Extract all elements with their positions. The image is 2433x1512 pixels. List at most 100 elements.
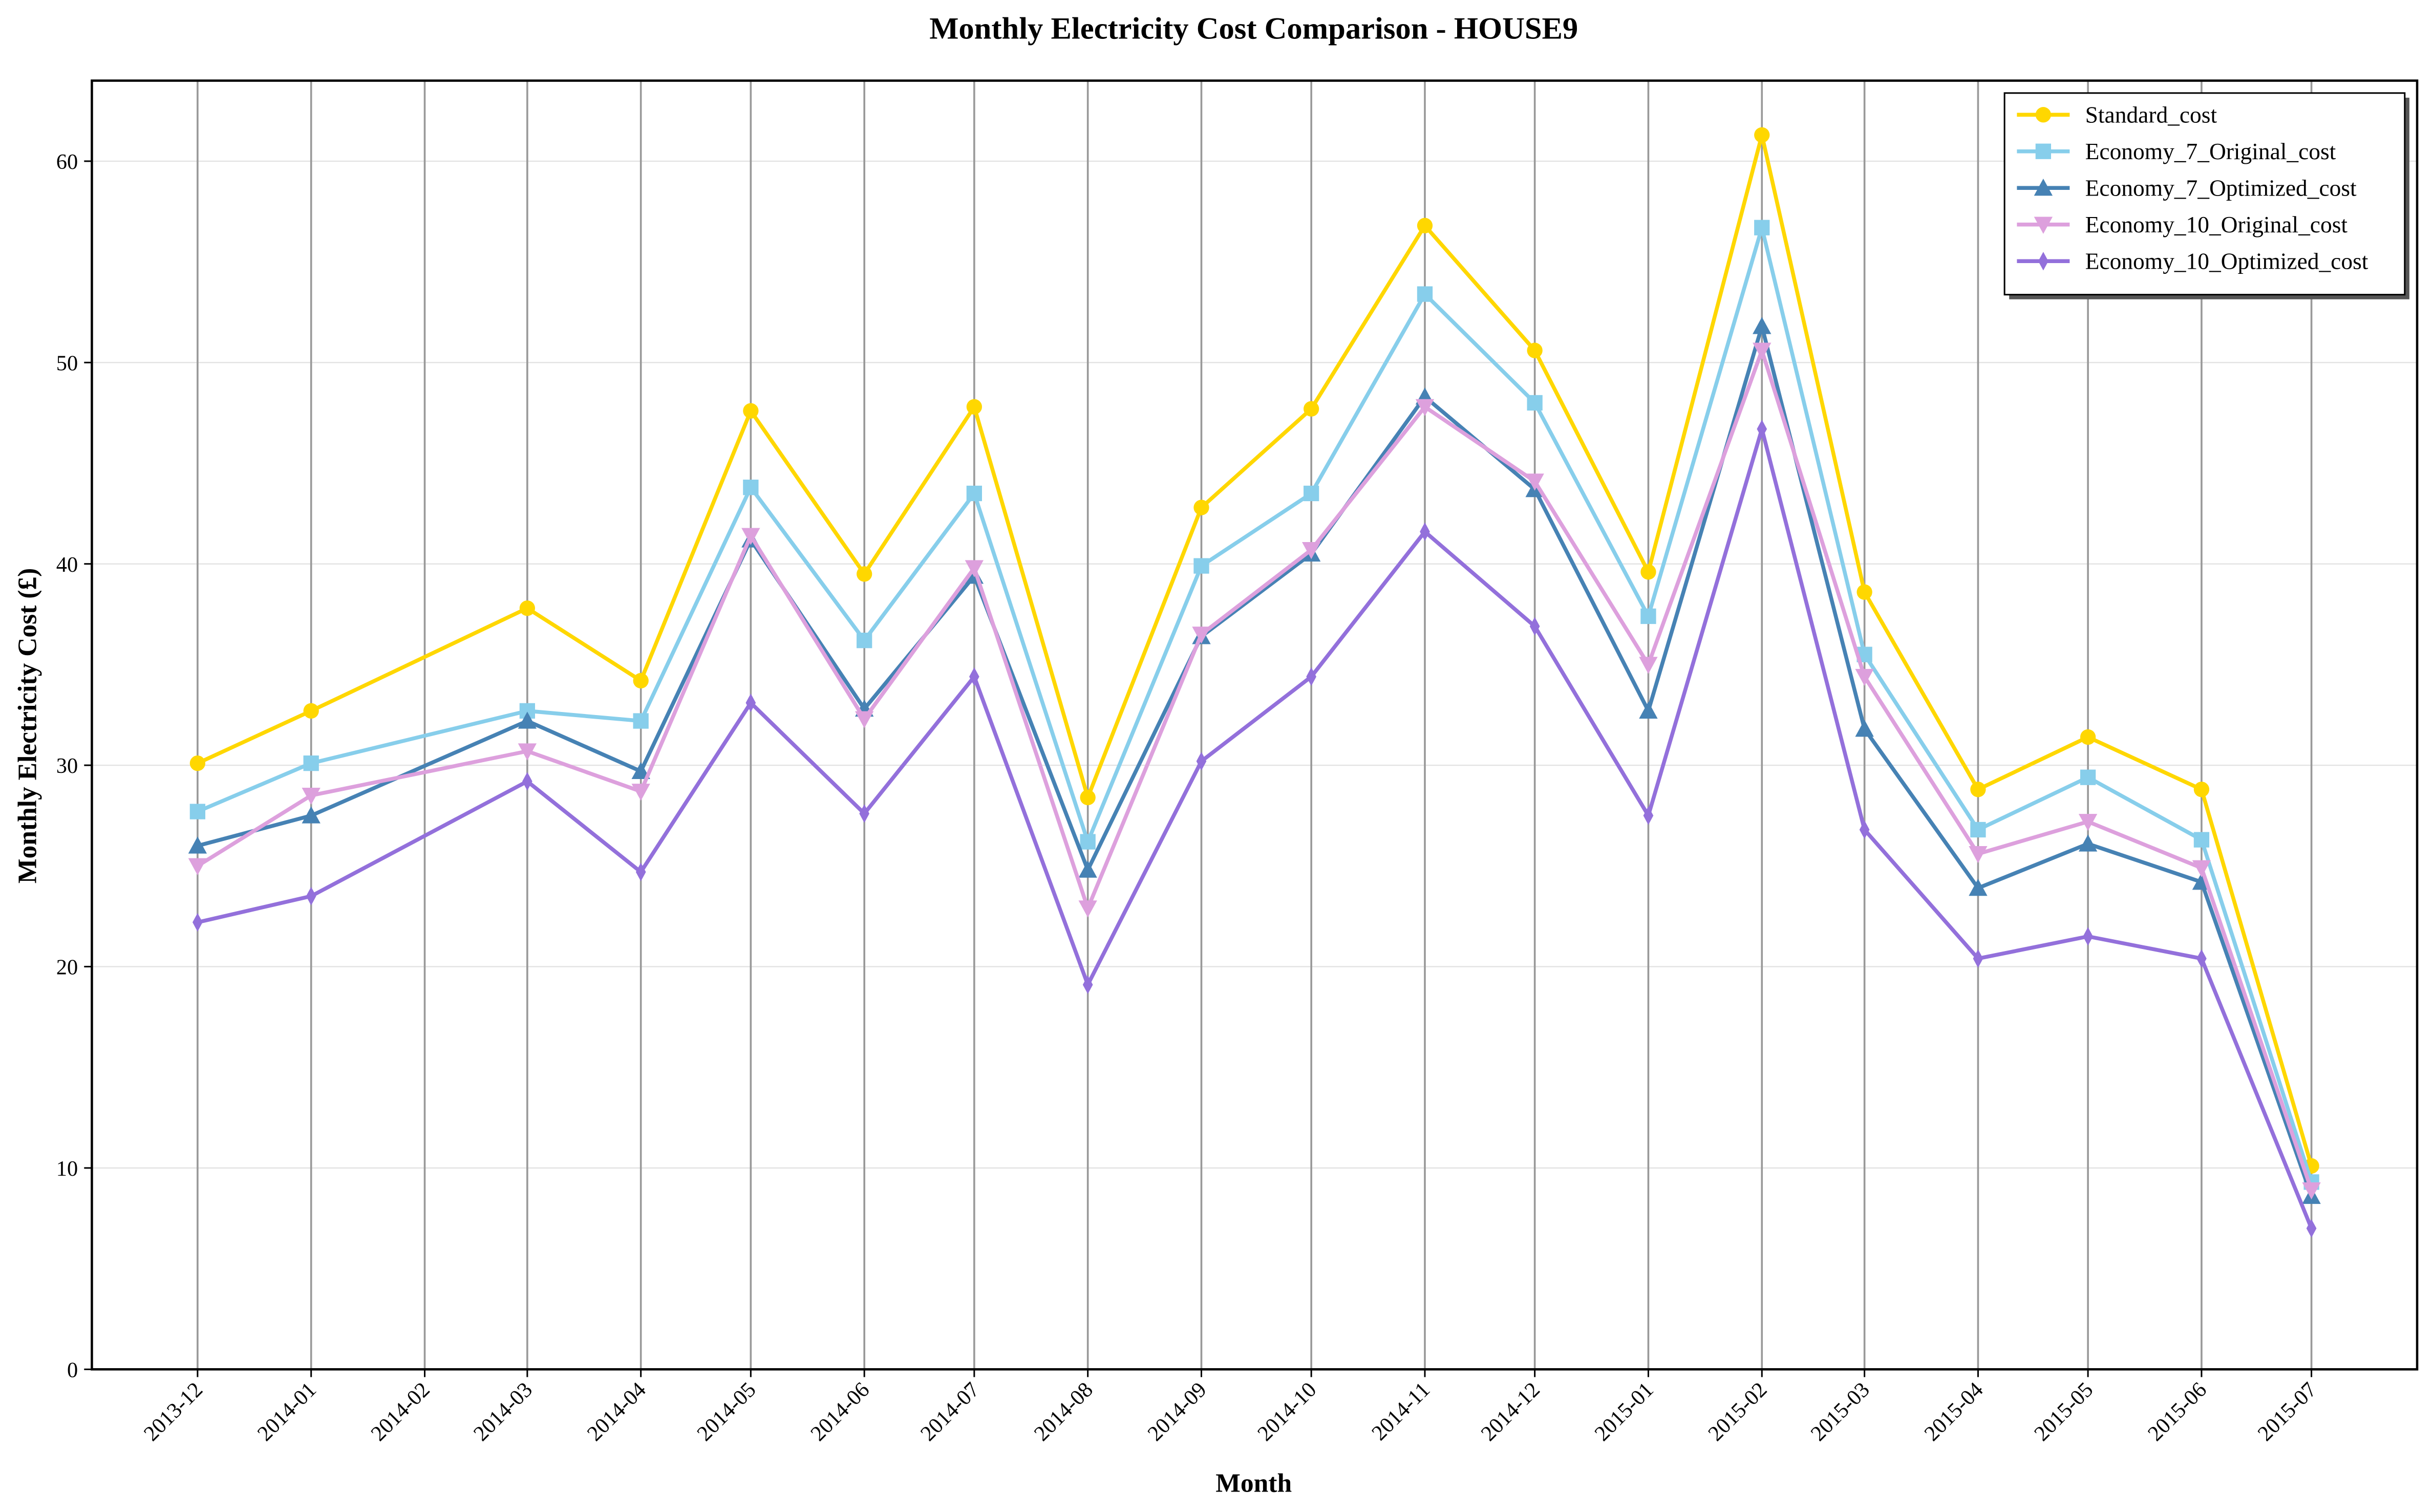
legend-label: Economy_7_Original_cost xyxy=(2085,139,2336,164)
marker xyxy=(1080,834,1096,850)
marker xyxy=(2078,834,2098,852)
marker xyxy=(2193,782,2210,797)
legend-label: Standard_cost xyxy=(2085,102,2217,127)
marker xyxy=(631,762,650,780)
x-tick-label: 2014-09 xyxy=(1143,1378,1211,1446)
y-tick-label: 0 xyxy=(67,1358,78,1382)
chart-title: Monthly Electricity Cost Comparison - HO… xyxy=(929,12,1578,46)
y-tick-label: 20 xyxy=(56,956,78,980)
marker xyxy=(2306,1219,2317,1238)
marker xyxy=(1639,657,1658,674)
series-line xyxy=(196,344,2314,1191)
marker xyxy=(522,772,532,791)
y-tick-label: 10 xyxy=(56,1157,78,1181)
marker xyxy=(2193,832,2210,848)
marker xyxy=(855,711,874,728)
marker xyxy=(303,755,319,771)
marker xyxy=(1193,500,1209,515)
marker xyxy=(1525,473,1544,491)
legend-label: Economy_7_Optimized_cost xyxy=(2085,175,2357,201)
x-tick-label: 2014-02 xyxy=(367,1378,435,1446)
x-tick-label: 2015-05 xyxy=(2030,1378,2098,1446)
legend: Standard_cost Economy_7_Original_cost Econ… xyxy=(2003,92,2409,299)
marker xyxy=(1078,860,1097,878)
marker xyxy=(1973,949,1983,968)
marker xyxy=(1417,286,1433,302)
x-tick-label: 2015-06 xyxy=(2143,1378,2211,1446)
marker xyxy=(2080,729,2096,745)
marker xyxy=(1527,342,1543,358)
x-tick-label: 2015-04 xyxy=(1919,1378,1988,1446)
marker xyxy=(1643,806,1654,825)
y-tick-label: 30 xyxy=(56,754,78,778)
marker xyxy=(1193,558,1209,574)
marker xyxy=(1192,627,1211,644)
marker xyxy=(518,743,537,761)
x-tick-label: 2014-10 xyxy=(1253,1378,1321,1446)
x-tick-label: 2014-11 xyxy=(1367,1378,1435,1445)
marker xyxy=(302,806,321,824)
marker xyxy=(1080,789,1096,806)
series-line xyxy=(197,421,2314,1229)
marker xyxy=(2196,949,2207,968)
marker xyxy=(1415,399,1435,417)
y-tick-label: 40 xyxy=(56,553,78,577)
marker xyxy=(743,480,759,495)
marker xyxy=(966,485,982,502)
marker xyxy=(1303,401,1319,417)
x-tick-label: 2015-07 xyxy=(2253,1378,2321,1446)
marker xyxy=(1301,542,1321,559)
marker xyxy=(1753,342,1772,360)
legend-label: Economy_10_Optimized_cost xyxy=(2085,248,2368,274)
series-line xyxy=(197,319,2314,1197)
marker xyxy=(1196,752,1207,771)
marker xyxy=(1306,667,1316,686)
marker xyxy=(1855,668,1874,686)
marker xyxy=(1529,617,1540,636)
marker xyxy=(518,711,537,729)
marker xyxy=(1970,822,1986,838)
marker xyxy=(1303,485,1319,502)
marker xyxy=(189,755,206,771)
x-tick-label: 2014-05 xyxy=(692,1378,760,1446)
x-tick-label: 2013-12 xyxy=(139,1378,207,1446)
marker xyxy=(2034,217,2053,234)
marker xyxy=(2035,143,2052,159)
marker xyxy=(306,887,316,905)
marker xyxy=(1078,900,1097,918)
y-tick-label: 50 xyxy=(56,351,78,375)
marker xyxy=(1754,220,1770,235)
marker xyxy=(2034,179,2053,196)
marker xyxy=(1754,127,1770,143)
marker xyxy=(633,713,649,729)
marker xyxy=(193,913,203,932)
marker xyxy=(1640,608,1656,624)
marker xyxy=(1417,218,1433,233)
x-tick-label: 2015-03 xyxy=(1806,1378,1874,1446)
marker xyxy=(745,693,756,712)
marker xyxy=(2080,769,2096,785)
x-tick-label: 2014-06 xyxy=(806,1378,874,1446)
marker xyxy=(2192,860,2211,877)
marker xyxy=(741,528,760,545)
series-line xyxy=(197,134,2314,1167)
marker xyxy=(1640,564,1656,580)
x-axis-label: Month xyxy=(1215,1469,1292,1498)
marker xyxy=(1753,317,1772,334)
marker xyxy=(189,804,206,819)
x-tick-label: 2015-02 xyxy=(1703,1378,1772,1446)
marker xyxy=(2035,107,2052,123)
marker xyxy=(188,858,207,875)
marker xyxy=(188,836,207,854)
marker xyxy=(859,804,870,823)
marker xyxy=(2038,252,2048,271)
x-tick-label: 2014-07 xyxy=(916,1378,984,1446)
plot-frame xyxy=(91,79,2419,1371)
marker xyxy=(1859,820,1870,839)
marker xyxy=(635,862,646,881)
x-tick-label: 2014-12 xyxy=(1477,1378,1545,1446)
marker xyxy=(966,399,982,415)
marker xyxy=(1970,782,1986,797)
marker xyxy=(633,673,649,689)
